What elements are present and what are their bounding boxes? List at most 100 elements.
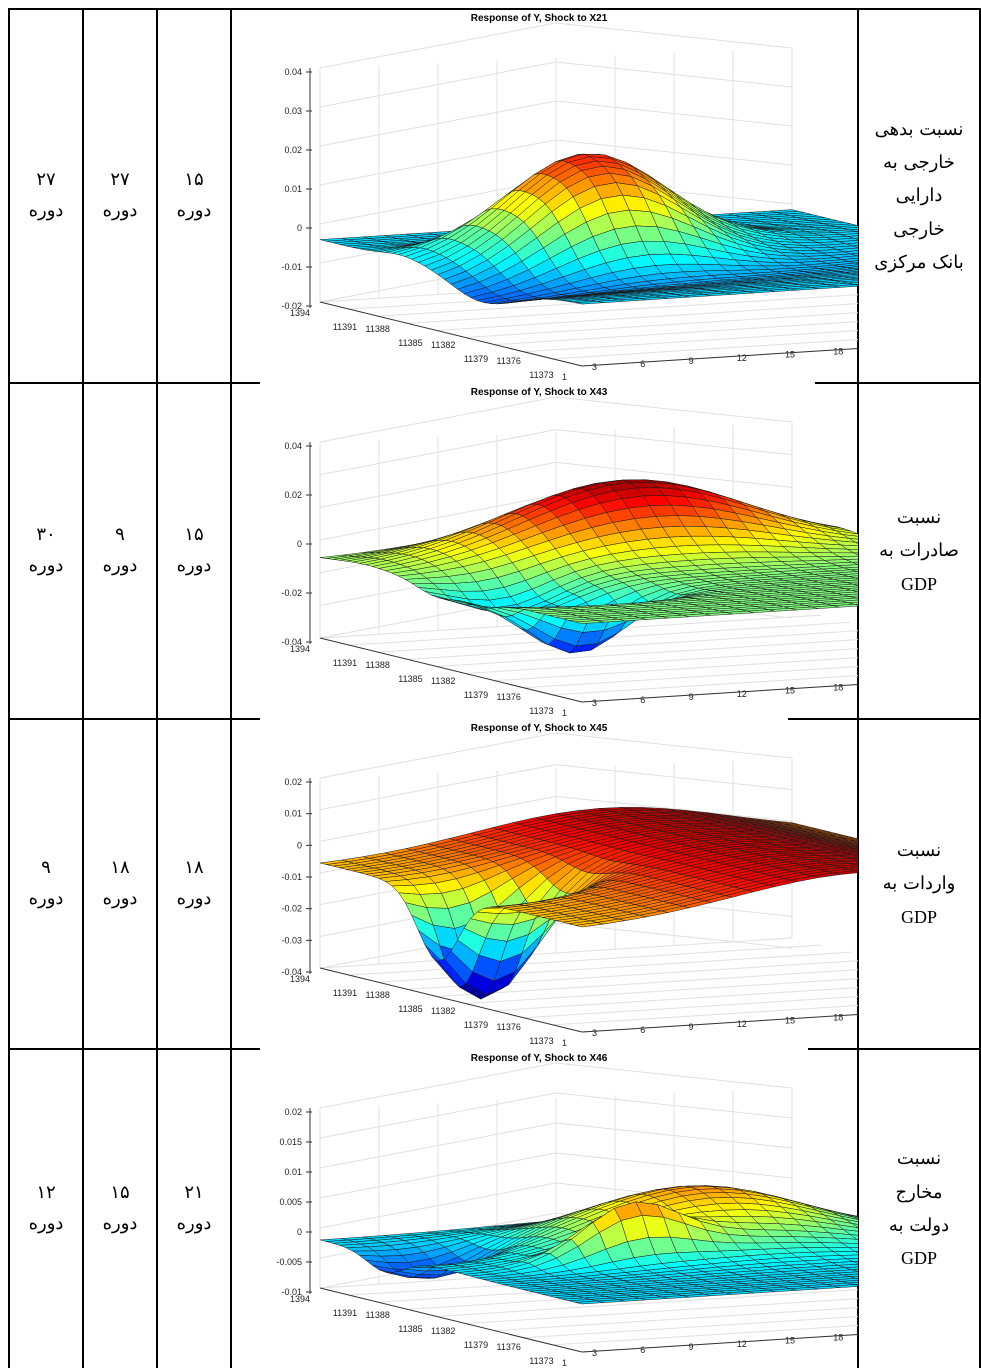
variable-label: نسبت واردات به GDP	[859, 720, 979, 1048]
x-tick-label: 11376	[497, 692, 521, 702]
chart-title: Response of Y, Shock to X21	[471, 13, 608, 24]
z-tick-label: 0.04	[284, 441, 302, 451]
row-divider	[8, 718, 260, 720]
x-tick-label: 11379	[464, 354, 488, 364]
variable-label: نسبت بدهی خارجی به دارایی خارجی بانک مرک…	[859, 10, 979, 382]
y-axis: 36912151821242730	[581, 1333, 858, 1358]
x-tick-label: 11376	[497, 356, 521, 366]
y-tick-label: 6	[640, 1345, 645, 1355]
z-tick-label: 0.02	[284, 145, 302, 155]
z-tick-label: 0.015	[279, 1137, 302, 1147]
period-unit: دوره	[176, 888, 212, 909]
z-tick-label: 0.01	[284, 184, 302, 194]
x-tick-label: 11373	[529, 706, 553, 716]
period-unit: دوره	[28, 555, 64, 576]
col-border	[82, 8, 84, 1368]
x-tick-label: 11382	[431, 340, 455, 350]
y-tick-label: 18	[833, 1013, 843, 1023]
x-tick-label: 11382	[431, 676, 455, 686]
z-axis: 0.04 0.03 0.02 0.01 0 -0.01 -0.02	[281, 67, 312, 311]
label-line: GDP	[901, 1248, 938, 1269]
z-tick-label: -0.02	[281, 588, 302, 598]
col-border	[979, 8, 981, 1368]
x-axis: 1394 11391 11388 11385 11382 11379 11376 11373 1	[290, 301, 583, 382]
y-tick-label: 6	[640, 695, 645, 705]
period-unit: دوره	[102, 888, 138, 909]
x-tick-label: 11385	[398, 338, 422, 348]
x-tick-label: 11388	[366, 1310, 390, 1320]
y-tick-label: 9	[688, 1342, 693, 1352]
z-tick-label: 0.02	[284, 1107, 302, 1117]
y-tick-label: 9	[688, 692, 693, 702]
y-tick-label: 15	[785, 350, 795, 360]
period-cell: ۹ دوره	[10, 720, 82, 1048]
x-tick-label: 11382	[431, 1006, 455, 1016]
col-border	[156, 8, 158, 1368]
label-line: واردات به	[882, 873, 956, 895]
x-tick-label: 1	[562, 372, 567, 382]
y-tick-label: 3	[592, 1348, 597, 1358]
y-tick-label: 15	[785, 1016, 795, 1026]
period-cell: ۱۸ دوره	[158, 720, 230, 1048]
y-axis: 36912151821242730	[581, 1013, 858, 1038]
x-tick-label: 1	[562, 1358, 567, 1368]
x-tick-label: 11373	[529, 370, 553, 380]
y-tick-label: 12	[737, 1339, 747, 1349]
z-tick-label: 0	[297, 1227, 302, 1237]
label-line: نسبت بدهی	[874, 118, 964, 140]
z-tick-label: 0.02	[284, 777, 302, 787]
y-axis: 36912151821242730	[581, 347, 858, 372]
x-axis: 1394 11391 11388 11385 11382 11379 11376 11373 1	[290, 637, 583, 718]
period-unit: دوره	[176, 200, 212, 221]
surface-svg: Response of Y, Shock to X210.040.030.020…	[281, 13, 858, 382]
y-tick-label: 15	[785, 1336, 795, 1346]
z-axis: 0.04 0.02 0 -0.02 -0.04	[281, 441, 312, 647]
z-tick-label: -0.02	[281, 904, 302, 914]
z-tick-label: 0.04	[284, 67, 302, 77]
y-tick-label: 12	[737, 689, 747, 699]
z-tick-label: -0.02	[281, 301, 302, 311]
label-line: بانک مرکزی	[874, 251, 964, 273]
z-tick-label: 0.01	[284, 809, 302, 819]
x-tick-label: 11388	[366, 660, 390, 670]
label-line: دارایی	[895, 185, 943, 207]
period-number: ۹	[41, 857, 51, 879]
z-axis: 0.02 0.01 0 -0.01 -0.02 -0.03 -0.04	[281, 777, 312, 977]
period-number: ۲۱	[184, 1182, 204, 1204]
period-number: ۲۷	[110, 169, 130, 191]
y-tick-label: 12	[737, 1019, 747, 1029]
row-divider	[815, 382, 981, 384]
z-tick-label: -0.005	[276, 1257, 302, 1267]
z-tick-label: 0	[297, 539, 302, 549]
label-line: نسبت	[896, 1148, 942, 1170]
surface-plot: Response of Y, Shock to X45 0.02 0.01 0 -0.0…	[232, 720, 858, 1048]
surface-mesh	[319, 807, 858, 1000]
period-number: ۱۵	[110, 1182, 130, 1204]
row-divider	[8, 1048, 260, 1050]
surface-mesh	[319, 153, 858, 305]
col-border	[230, 8, 232, 1368]
surface-plot: Response of Y, Shock to X46 0.02 0.015 0.01…	[232, 1050, 858, 1368]
y-tick-label: 3	[592, 698, 597, 708]
period-cell: ۲۱ دوره	[158, 1050, 230, 1368]
surface-mesh	[319, 1185, 858, 1305]
x-axis: 1394 11391 11388 11385 11382 11379 11376 11373 1	[290, 1287, 583, 1368]
period-number: ۱۲	[36, 1182, 56, 1204]
x-tick-label: 1394	[290, 644, 310, 654]
period-unit: دوره	[28, 888, 64, 909]
label-line: GDP	[901, 573, 938, 594]
period-number: ۲۷	[36, 169, 56, 191]
x-tick-label: 11379	[464, 690, 488, 700]
period-cell: ۱۸ دوره	[84, 720, 156, 1048]
x-tick-label: 11388	[366, 324, 390, 334]
variable-label: نسبت مخارج دولت به GDP	[859, 1050, 979, 1368]
y-tick-label: 9	[688, 1022, 693, 1032]
period-unit: دوره	[28, 1213, 64, 1234]
x-tick-label: 1	[562, 1038, 567, 1048]
z-tick-label: -0.01	[281, 262, 302, 272]
period-unit: دوره	[176, 1213, 212, 1234]
z-tick-label: -0.04	[281, 967, 302, 977]
row-divider	[808, 1048, 981, 1050]
z-axis: 0.02 0.015 0.01 0.005 0 -0.005 -0.01	[276, 1107, 312, 1297]
